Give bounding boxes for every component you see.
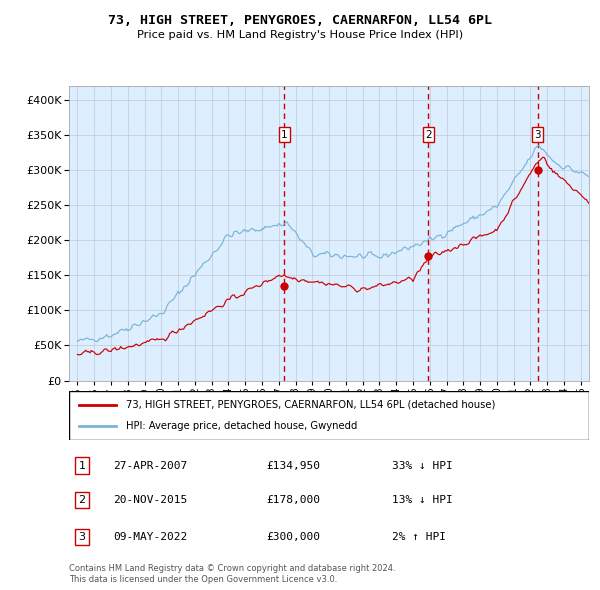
Text: 20-NOV-2015: 20-NOV-2015: [113, 495, 187, 505]
Text: Contains HM Land Registry data © Crown copyright and database right 2024.: Contains HM Land Registry data © Crown c…: [69, 565, 395, 573]
Text: 3: 3: [79, 532, 86, 542]
Text: 73, HIGH STREET, PENYGROES, CAERNARFON, LL54 6PL: 73, HIGH STREET, PENYGROES, CAERNARFON, …: [108, 14, 492, 27]
Text: Price paid vs. HM Land Registry's House Price Index (HPI): Price paid vs. HM Land Registry's House …: [137, 31, 463, 40]
Text: 1: 1: [281, 130, 287, 140]
Text: £134,950: £134,950: [266, 461, 320, 470]
Text: 1: 1: [79, 461, 86, 470]
Text: £300,000: £300,000: [266, 532, 320, 542]
Text: HPI: Average price, detached house, Gwynedd: HPI: Average price, detached house, Gwyn…: [126, 421, 358, 431]
Text: 73, HIGH STREET, PENYGROES, CAERNARFON, LL54 6PL (detached house): 73, HIGH STREET, PENYGROES, CAERNARFON, …: [126, 399, 496, 409]
Text: 3: 3: [534, 130, 541, 140]
Text: 13% ↓ HPI: 13% ↓ HPI: [392, 495, 452, 505]
Text: This data is licensed under the Open Government Licence v3.0.: This data is licensed under the Open Gov…: [69, 575, 337, 584]
Text: 27-APR-2007: 27-APR-2007: [113, 461, 187, 470]
Text: 33% ↓ HPI: 33% ↓ HPI: [392, 461, 452, 470]
Text: £178,000: £178,000: [266, 495, 320, 505]
Text: 2: 2: [425, 130, 432, 140]
Text: 2: 2: [79, 495, 86, 505]
Text: 09-MAY-2022: 09-MAY-2022: [113, 532, 187, 542]
Text: 2% ↑ HPI: 2% ↑ HPI: [392, 532, 446, 542]
